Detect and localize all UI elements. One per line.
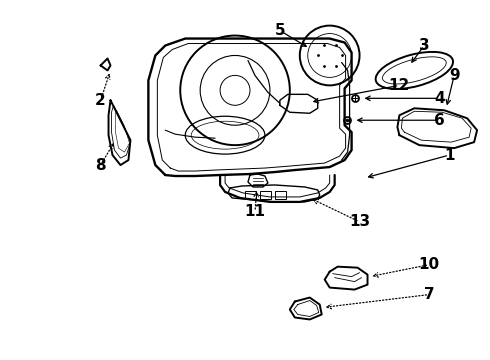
Text: 11: 11 — [245, 204, 266, 219]
Text: 7: 7 — [424, 287, 435, 302]
Text: 8: 8 — [95, 158, 106, 172]
Bar — [260, 191, 271, 199]
Text: 1: 1 — [444, 148, 454, 163]
Text: 4: 4 — [434, 91, 444, 106]
Text: 13: 13 — [349, 214, 370, 229]
Text: 3: 3 — [419, 38, 430, 53]
Bar — [275, 191, 286, 199]
Bar — [245, 191, 256, 199]
Text: 6: 6 — [434, 113, 444, 128]
Text: 5: 5 — [274, 23, 285, 38]
Text: 12: 12 — [389, 78, 410, 93]
Text: 2: 2 — [95, 93, 106, 108]
Text: 10: 10 — [419, 257, 440, 272]
Text: 9: 9 — [449, 68, 460, 83]
